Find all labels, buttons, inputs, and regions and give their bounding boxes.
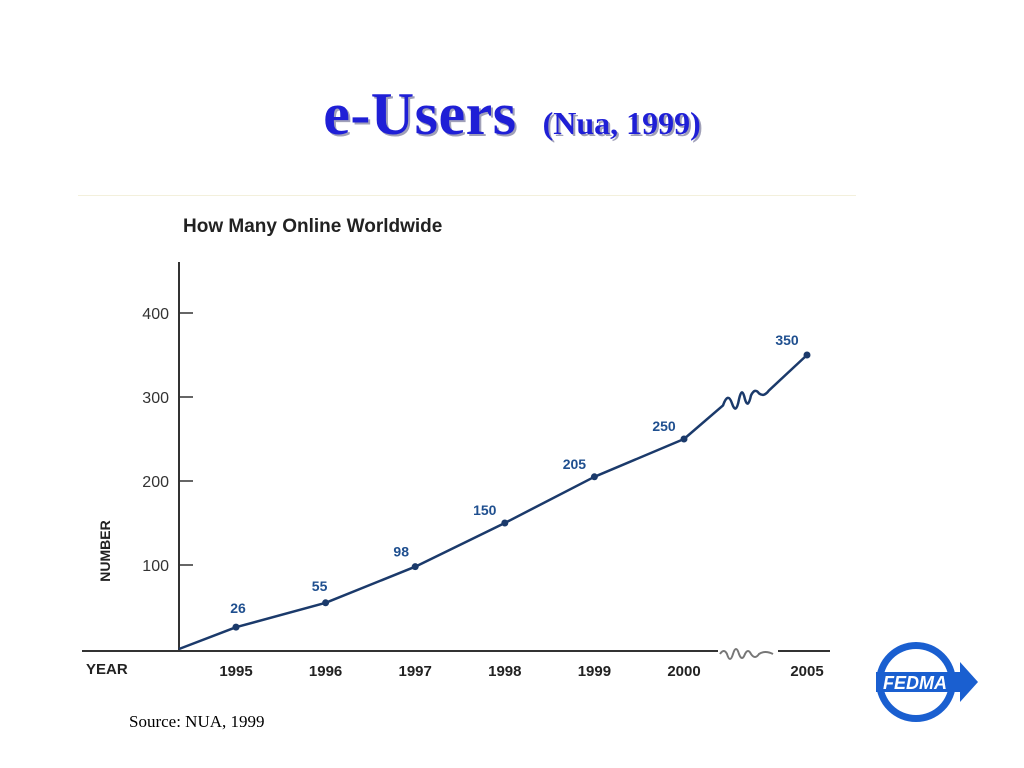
x-tick-label: 2000	[667, 663, 700, 680]
x-tick-label: 1995	[219, 663, 252, 680]
data-label: 150	[473, 502, 497, 518]
y-tick-label: 100	[142, 558, 169, 575]
data-label: 250	[652, 418, 676, 434]
x-axis-break-mark	[719, 648, 774, 660]
data-label: 205	[563, 456, 587, 472]
source-note: Source: NUA, 1999	[129, 712, 265, 731]
y-tick-label: 200	[142, 474, 169, 491]
x-tick-label: 1996	[309, 663, 342, 680]
x-axis-label: YEAR	[86, 661, 128, 678]
series-line	[178, 354, 808, 651]
title-subtitle: (Nua, 1999)	[542, 105, 701, 141]
title-main: e-Users	[323, 81, 517, 147]
x-tick-label: 1997	[399, 663, 432, 680]
data-point	[501, 519, 509, 527]
data-label: 98	[393, 544, 409, 560]
x-tick-label: 2005	[790, 663, 823, 680]
data-label: 26	[230, 600, 246, 616]
chart-panel: How Many Online Worldwide 100 200 300 400 NUM…	[78, 195, 856, 701]
data-point	[322, 599, 330, 607]
data-point	[590, 473, 598, 481]
data-label: 350	[775, 332, 799, 348]
y-tick-label: 400	[142, 306, 169, 323]
data-point	[680, 435, 688, 443]
line-chart: How Many Online Worldwide 100 200 300 400 NUM…	[82, 216, 830, 680]
x-tick-label: 1998	[488, 663, 521, 680]
data-point	[411, 563, 419, 571]
data-label: 55	[312, 578, 328, 594]
data-point	[232, 623, 240, 631]
slide-title: e-Users (Nua, 1999)	[0, 80, 1024, 149]
y-tick-label: 300	[142, 390, 169, 407]
y-axis-label: NUMBER	[97, 520, 113, 581]
fedma-logo: FEDMA	[876, 642, 978, 722]
data-point	[803, 351, 811, 359]
chart-title: How Many Online Worldwide	[183, 216, 442, 237]
svg-text:FEDMA: FEDMA	[883, 673, 947, 693]
x-tick-label: 1999	[578, 663, 611, 680]
